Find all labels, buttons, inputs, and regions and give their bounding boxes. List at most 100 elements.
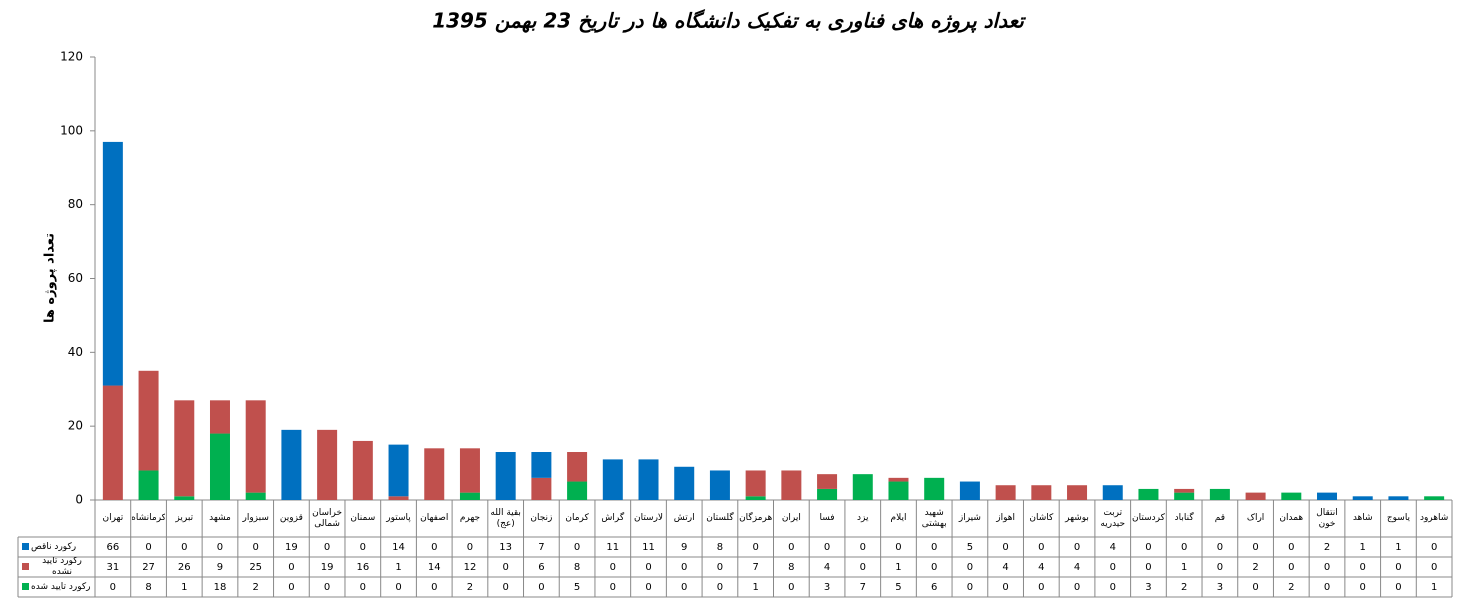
data-table-value: 2 [466, 581, 474, 593]
data-table-value: 0 [895, 541, 902, 553]
data-table-value: 7 [752, 561, 759, 573]
data-table-value: 7 [859, 581, 866, 593]
category-label: یاسوج [1386, 513, 1411, 523]
bar-segment [1245, 492, 1266, 500]
data-table-value: 0 [1109, 561, 1116, 573]
data-table-value: 0 [502, 581, 509, 593]
data-table-value: 0 [716, 581, 724, 593]
data-table-value: 0 [1216, 541, 1224, 553]
bar-segment [1317, 492, 1338, 500]
bar-segment [209, 433, 230, 500]
data-table-value: 16 [356, 561, 370, 573]
category-label: کرمان [565, 513, 589, 523]
bar-segment [459, 448, 480, 493]
data-table-value: 1 [181, 581, 188, 593]
y-tick-label: 40 [68, 345, 83, 359]
data-table-value: 7 [538, 541, 545, 553]
legend-label: رکورد ناقص [31, 541, 77, 552]
data-table-value: 14 [392, 541, 405, 553]
bar-segment [1102, 485, 1123, 500]
data-table-value: 0 [788, 541, 795, 553]
data-table-value: 0 [609, 561, 616, 573]
data-table-value: 4 [1002, 561, 1009, 573]
bar-segment [388, 496, 409, 500]
data-table-value: 4 [1038, 561, 1045, 573]
data-table-value: 0 [1216, 561, 1224, 573]
bar-segment [852, 474, 873, 500]
data-table-value: 0 [323, 581, 331, 593]
category-label: سمنان [350, 513, 376, 523]
category-label: انتقال خون [1316, 507, 1338, 529]
data-table-value: 3 [1145, 581, 1152, 593]
bar-segment [1067, 485, 1088, 500]
data-table-value: 0 [573, 541, 581, 553]
category-label: جهرم [459, 513, 481, 523]
data-table-value: 5 [966, 541, 974, 553]
data-table-value: 31 [106, 561, 120, 573]
data-table-value: 0 [145, 541, 152, 553]
data-table-value: 9 [681, 541, 688, 553]
data-table-value: 0 [1252, 581, 1259, 593]
data-table-value: 0 [109, 581, 117, 593]
category-label: سبزوار [242, 513, 269, 523]
data-table-value: 2 [1288, 581, 1295, 593]
bar-segment [995, 485, 1016, 500]
data-table-value: 0 [1430, 541, 1438, 553]
chart-title: تعداد پروژه های فناوری به تفکیک دانشگاه … [432, 9, 1026, 34]
data-table-value: 0 [359, 581, 367, 593]
bar-segment [388, 444, 409, 497]
data-table-value: 1 [1430, 581, 1438, 593]
bar-segment [102, 385, 123, 500]
data-table-value: 0 [1038, 541, 1045, 553]
data-table-value: 0 [1359, 581, 1366, 593]
category-label: ایلام [890, 513, 907, 523]
bar-segment [138, 370, 159, 471]
data-table-value: 0 [538, 581, 545, 593]
y-tick-label: 120 [60, 50, 83, 64]
category-label: شاهد [1352, 513, 1373, 523]
data-table-value: 0 [1395, 581, 1402, 593]
category-label: تهران [102, 513, 124, 523]
data-table-value: 0 [431, 581, 438, 593]
data-table-value: 0 [1002, 541, 1009, 553]
data-table-value: 2 [1323, 541, 1331, 553]
data-table-value: 0 [931, 561, 938, 573]
bar-segment [888, 481, 909, 500]
category-label: گلستان [706, 513, 734, 523]
data-table-value: 5 [573, 581, 581, 593]
data-table-value: 8 [788, 561, 795, 573]
data-table-value: 0 [323, 541, 331, 553]
bar-segment [459, 492, 480, 500]
data-table-value: 0 [252, 541, 259, 553]
data-table-value: 0 [966, 581, 974, 593]
bar-segment [352, 440, 373, 500]
bar-segment [1388, 496, 1409, 500]
bar-segment [817, 474, 838, 489]
category-label: اراک [1246, 513, 1265, 523]
data-table-value: 1 [895, 561, 902, 573]
y-tick-label: 60 [68, 271, 83, 285]
category-label: قزوین [279, 513, 303, 523]
data-table-value: 6 [538, 561, 545, 573]
data-table-value: 0 [431, 541, 438, 553]
legend-swatch [22, 543, 29, 550]
bar-segment [1174, 492, 1195, 500]
data-table-value: 0 [788, 581, 795, 593]
bar-segment [1424, 496, 1445, 500]
data-table-value: 0 [716, 561, 724, 573]
category-label: بوشهر [1065, 513, 1089, 523]
bar-segment [138, 470, 159, 500]
category-label: شهید بهشتی [921, 507, 947, 529]
category-label: تربت حیدریه [1100, 507, 1126, 529]
bar-segment [745, 470, 766, 497]
bar-segment [531, 452, 552, 478]
data-table-value: 0 [1180, 541, 1188, 553]
data-table-value: 0 [1073, 581, 1081, 593]
bar-segment [1174, 488, 1195, 493]
data-table-value: 11 [606, 541, 620, 553]
bar-segment [959, 481, 980, 500]
category-label: ایران [781, 513, 801, 523]
bar-segment [317, 429, 338, 500]
data-table-value: 1 [1359, 541, 1366, 553]
category-label: شاهرود [1419, 513, 1449, 523]
